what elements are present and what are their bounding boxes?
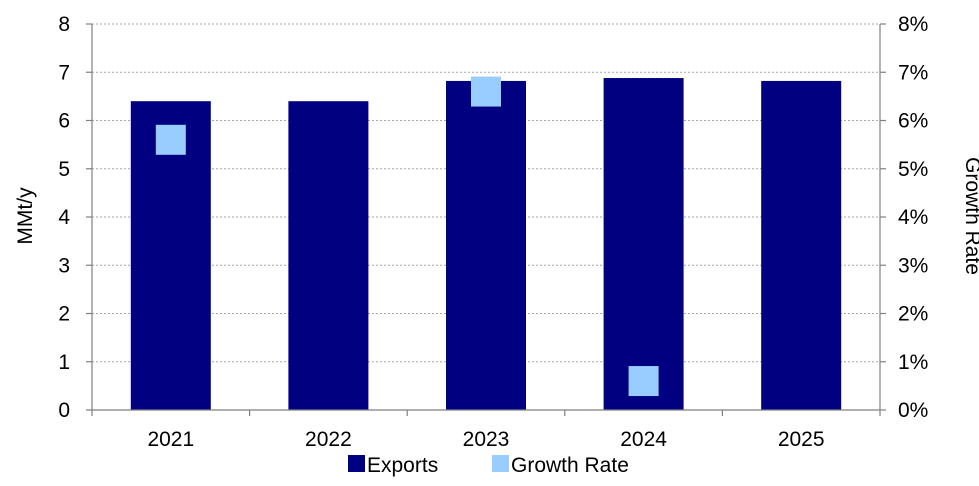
bar-exports-2023 (446, 80, 526, 410)
legend-label: Growth Rate (511, 454, 629, 477)
y-tick-label: 8 (58, 13, 70, 36)
y2-tick-label: 3% (898, 254, 928, 277)
marker-growth-rate-2021 (155, 124, 186, 155)
y-tick-label: 5 (58, 158, 70, 181)
y2-tick-label: 2% (898, 303, 928, 326)
y2-tick-label: 0% (898, 399, 928, 422)
x-tick-label: 2025 (778, 428, 825, 451)
y2-tick-label: 5% (898, 158, 928, 181)
y-tick-label: 2 (58, 303, 70, 326)
y2-tick-label: 1% (898, 351, 928, 374)
bar-exports-2024 (603, 78, 684, 410)
y2-tick-label: 6% (898, 110, 928, 133)
exports-bars (130, 78, 842, 410)
y-tick-label: 7 (58, 61, 70, 84)
marker-growth-rate-2024 (628, 366, 659, 397)
y-tick-label: 3 (58, 254, 70, 277)
y-tick-label: 1 (58, 351, 70, 374)
y2-axis-title: Growth Rate (961, 157, 979, 275)
x-tick-label: 2024 (620, 428, 667, 451)
bar-exports-2025 (761, 80, 842, 410)
marker-growth-rate-2023 (471, 76, 501, 107)
growth-rate-markers (155, 76, 659, 397)
y-tick-label: 6 (58, 110, 70, 133)
left-axis-tick-labels: 0 1 2 3 4 5 6 7 8 (58, 13, 70, 422)
legend: Exports Growth Rate (348, 454, 629, 477)
legend-swatch (348, 455, 365, 472)
legend-label: Exports (367, 454, 438, 477)
y2-tick-label: 7% (898, 61, 928, 84)
legend-swatch (492, 455, 509, 472)
x-tick-label: 2022 (305, 428, 352, 451)
x-tick-label: 2023 (463, 428, 510, 451)
axes (86, 23, 886, 416)
y2-tick-label: 8% (898, 13, 928, 36)
x-tick-label: 2021 (147, 428, 194, 451)
y2-tick-label: 4% (898, 206, 928, 229)
bar-exports-2022 (288, 101, 369, 410)
right-axis-tick-labels: 0% 1% 2% 3% 4% 5% 6% 7% 8% (898, 13, 928, 422)
y-tick-label: 4 (58, 206, 70, 229)
y-axis-title: MMt/y (14, 187, 37, 245)
y-tick-label: 0 (58, 399, 70, 422)
x-axis-tick-labels: 2021 2022 2023 2024 2025 (147, 428, 824, 451)
